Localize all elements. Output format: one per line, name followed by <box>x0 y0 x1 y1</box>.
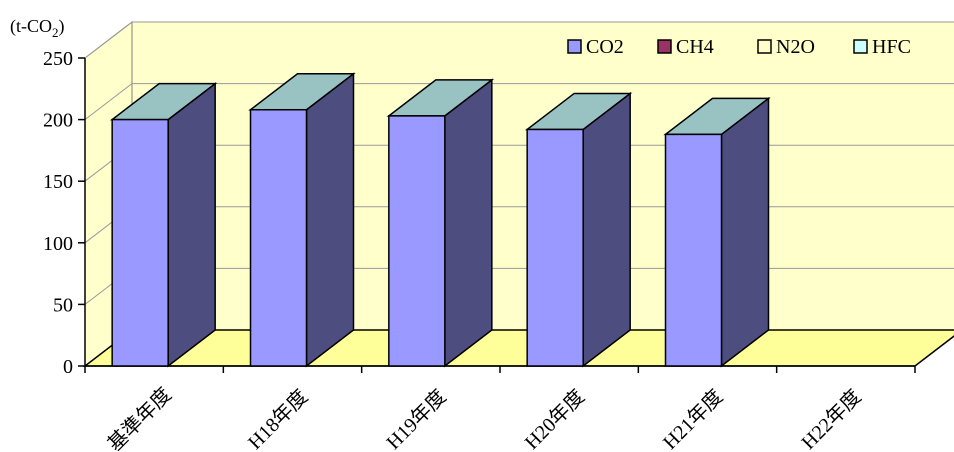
bar <box>111 118 169 367</box>
bar-side <box>305 72 355 368</box>
legend: CO2 CH4 N2O HFC <box>567 36 911 58</box>
legend-swatch <box>657 39 672 54</box>
legend-label: CO2 <box>586 36 624 58</box>
x-tick-label: H21年度 <box>658 385 727 452</box>
legend-label: HFC <box>872 36 911 58</box>
bar-side <box>720 96 770 368</box>
legend-swatch <box>757 39 772 54</box>
legend-label: CH4 <box>676 36 714 58</box>
x-tick-label: H20年度 <box>520 385 589 452</box>
y-tick-labels: 0 50 100 150 200 250 <box>43 48 73 378</box>
legend-swatch <box>853 39 868 54</box>
bars <box>109 72 771 368</box>
legend-swatch <box>567 39 582 54</box>
bar-side <box>444 78 493 368</box>
chart-floor <box>82 329 954 367</box>
x-tick-labels: 基準年度 H18年度 H19年度 H20年度 H21年度 H22年度 <box>103 383 866 452</box>
bar-side <box>582 91 631 368</box>
legend-label: N2O <box>776 36 815 58</box>
bar <box>526 128 584 367</box>
y-tick-label: 50 <box>53 294 73 316</box>
y-tick-label: 0 <box>63 356 73 378</box>
axes <box>78 57 916 373</box>
gridline-side <box>84 83 133 120</box>
y-tick-label: 150 <box>43 171 73 193</box>
bar <box>388 115 446 367</box>
y-tick-label: 200 <box>43 110 73 132</box>
floor-plane <box>82 329 954 367</box>
bar <box>664 133 723 367</box>
bar <box>249 108 308 367</box>
y-tick-label: 100 <box>43 233 73 255</box>
x-tick-label: 基準年度 <box>103 383 176 452</box>
x-tick-label: H22年度 <box>797 385 866 452</box>
bar-side <box>167 82 216 368</box>
y-unit-label: (t-CO2) <box>10 16 65 40</box>
x-tick-label: H19年度 <box>382 385 451 452</box>
gridline-side <box>84 21 133 59</box>
y-tick-label: 250 <box>43 48 73 70</box>
x-tick-label: H18年度 <box>243 385 312 452</box>
